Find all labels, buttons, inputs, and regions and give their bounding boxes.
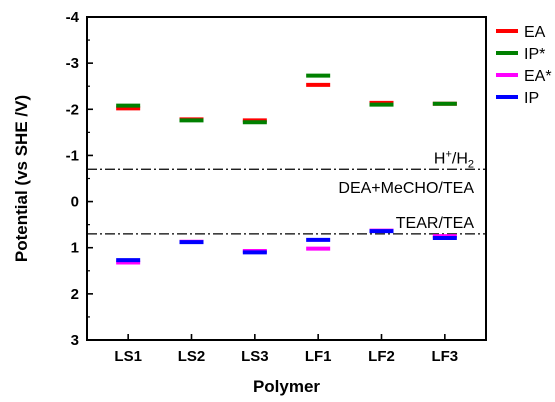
reference-lines [87,168,486,235]
y-axis-title: Potential (vs SHE /V) [12,95,31,262]
plot-marks [116,73,457,265]
y-tick-label: -3 [66,55,79,72]
annotation-h2: H+/H2 [434,148,474,170]
legend-label: EA [524,24,546,41]
y-tick-label: 3 [71,332,79,349]
legend-label: IP [524,90,539,107]
y-tick-label: 1 [71,240,79,257]
y-tick-label: -2 [66,101,79,118]
x-tick-label: LF3 [431,348,458,365]
y-tick-label: 0 [71,194,79,211]
y-tick-label: -1 [66,147,79,164]
x-tick-label: LF1 [305,348,332,365]
y-tick-label: 2 [71,286,79,303]
x-tick-label: LF2 [368,348,395,365]
x-tick-label: LS1 [114,348,142,365]
annotations: H+/H2 DEA+MeCHO/TEA TEAR/TEA [338,148,474,232]
x-tick-label: LS2 [178,348,206,365]
legend: EA IP* EA* IP [496,24,552,107]
x-tick-label: LS3 [241,348,269,365]
y-axis: -4 -3 -2 -1 0 1 2 3 [66,9,93,349]
y-tick-label: -4 [66,9,80,26]
legend-label: EA* [524,68,552,85]
x-axis: LS1 LS2 LS3 LF1 LF2 LF3 [114,334,458,365]
x-axis-title: Polymer [253,377,320,396]
legend-label: IP* [524,46,545,63]
annotation-tear: TEAR/TEA [396,215,475,232]
annotation-region: DEA+MeCHO/TEA [338,180,474,197]
plot-frame [86,16,487,341]
